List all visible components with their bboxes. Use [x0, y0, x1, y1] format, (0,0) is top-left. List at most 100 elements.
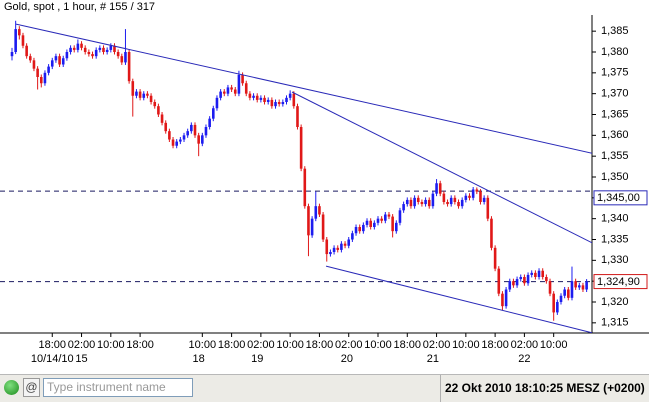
candle-body	[497, 268, 501, 294]
candle-body	[32, 60, 36, 69]
y-tick-label: 1,365	[601, 108, 629, 120]
candle-body	[146, 93, 149, 96]
price-box-label: 1,324,90	[597, 276, 640, 288]
candle-body	[482, 197, 486, 202]
candle-body	[116, 52, 120, 57]
candle-body	[405, 199, 409, 205]
candle-body	[442, 193, 446, 202]
y-tick-label: 1,330	[601, 254, 629, 266]
date-label: 18	[193, 353, 205, 365]
candle-body	[299, 127, 303, 169]
candle-body	[149, 95, 153, 102]
candle-body	[39, 77, 43, 84]
candle-body	[512, 281, 515, 286]
candle-body	[446, 202, 449, 205]
price-box	[593, 190, 648, 206]
candle-body	[504, 289, 508, 307]
x-tick-label: 10:00	[189, 339, 217, 351]
candle-body	[449, 197, 453, 205]
candle-body	[567, 289, 570, 298]
candle-body	[431, 193, 435, 207]
candle-body	[515, 279, 519, 286]
candle-body	[241, 74, 244, 84]
date-label: 22	[518, 353, 530, 365]
candle-body	[219, 91, 222, 98]
candle-body	[171, 139, 175, 146]
y-tick-label: 1,375	[601, 67, 629, 79]
candle-body	[490, 218, 493, 248]
y-tick-label: 1,380	[601, 46, 629, 58]
candle-body	[160, 114, 164, 123]
candle-body	[65, 52, 69, 59]
candle-body	[292, 93, 296, 107]
candle-body	[190, 124, 193, 132]
candle-body	[332, 247, 336, 252]
x-tick-label: 02:00	[335, 339, 363, 351]
candle-body	[310, 218, 314, 236]
candle-body	[10, 52, 14, 57]
candle-body	[424, 199, 427, 205]
candle-body	[526, 274, 530, 284]
candle-body	[398, 210, 402, 223]
x-tick-label: 10:00	[97, 339, 125, 351]
candle-body	[259, 97, 263, 100]
candle-body	[58, 56, 61, 65]
candle-body	[142, 93, 146, 98]
candle-body	[541, 270, 544, 277]
x-tick-label: 02:00	[511, 339, 539, 351]
candle-body	[574, 281, 577, 288]
date-label: 19	[251, 353, 263, 365]
candle-body	[47, 66, 50, 73]
candle-body	[193, 124, 197, 136]
candle-body	[523, 277, 526, 284]
candle-body	[457, 202, 460, 207]
candle-body	[21, 35, 25, 46]
candle-body	[248, 93, 252, 98]
status-bar: @ Type instrument name 22 Okt 2010 18:10…	[0, 374, 649, 402]
x-tick-label: 18:00	[218, 339, 246, 351]
candle-body	[471, 189, 475, 198]
candle-body	[303, 168, 307, 207]
candle-body	[127, 52, 131, 82]
candle-body	[387, 214, 391, 217]
candle-body	[83, 47, 87, 52]
candle-body	[186, 131, 189, 136]
candle-body	[354, 227, 358, 234]
instrument-input[interactable]: Type instrument name	[43, 378, 193, 397]
x-tick-label: 10:00	[452, 339, 480, 351]
candle-body	[453, 197, 457, 202]
x-tick-label: 10:00	[364, 339, 392, 351]
candle-body	[102, 47, 105, 52]
candle-body	[416, 197, 420, 202]
candle-body	[168, 131, 171, 140]
candle-body	[384, 214, 387, 221]
candle-body	[548, 281, 552, 294]
candle-body	[197, 135, 200, 144]
candle-body	[373, 222, 376, 227]
chart-title: Gold, spot , 1 hour, # 155 / 317	[4, 1, 155, 13]
candle-body	[578, 285, 581, 288]
candle-body	[581, 285, 585, 290]
y-tick-label: 1,315	[601, 317, 629, 329]
x-tick-label: 18:00	[394, 339, 422, 351]
search-button[interactable]: @	[23, 378, 40, 397]
x-tick-label: 18:00	[126, 339, 154, 351]
candle-body	[281, 102, 285, 105]
candle-body	[153, 102, 157, 107]
candle-body	[468, 195, 471, 198]
candle-body	[109, 45, 113, 50]
candle-body	[208, 118, 211, 127]
candle-body	[391, 216, 394, 232]
trend-line	[291, 91, 592, 244]
candle-body	[545, 277, 548, 282]
candle-body	[427, 199, 431, 207]
x-tick-label: 10:00	[276, 339, 304, 351]
candle-body	[138, 91, 142, 98]
candle-body	[493, 247, 497, 269]
connection-icon[interactable]	[4, 380, 19, 395]
candle-body	[215, 97, 219, 109]
candle-body	[464, 195, 468, 200]
candle-body	[131, 81, 135, 96]
candle-body	[358, 227, 361, 232]
candle-body	[402, 204, 405, 211]
